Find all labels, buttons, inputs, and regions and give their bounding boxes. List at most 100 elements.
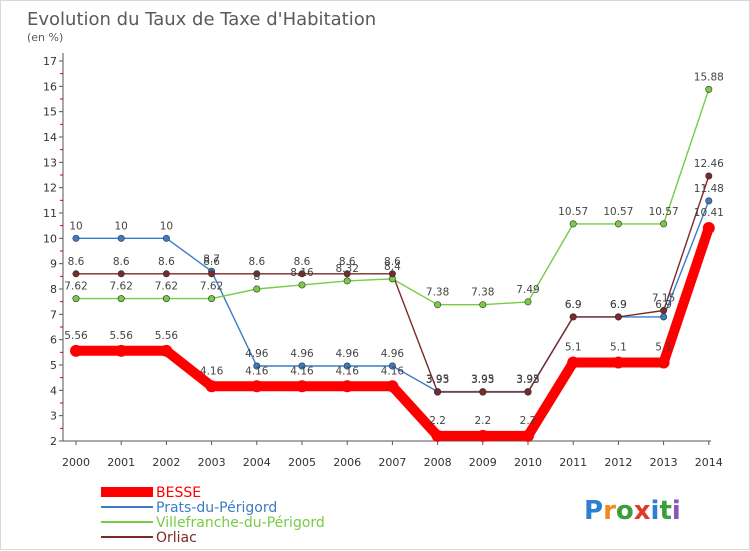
y-tick-label: 12 [43,182,57,195]
data-label: 3.93 [471,374,494,386]
proxiti-logo: Proxiti [584,496,681,526]
data-point [569,313,577,321]
logo-letter: r [603,496,616,526]
data-label: 7.15 [652,293,675,305]
data-point [250,380,263,393]
data-point [434,301,442,309]
data-point [117,295,125,303]
x-tick-label: 2007 [378,456,406,469]
data-label: 5.56 [110,330,134,342]
data-label: 5.1 [655,341,672,353]
y-tick-label: 13 [43,156,57,169]
data-point [705,85,713,93]
data-label: 4.96 [336,348,360,360]
data-label: 4.16 [200,365,224,377]
y-tick-label: 16 [43,80,57,93]
data-label: 3.93 [516,374,539,386]
data-label: 7.62 [200,281,223,293]
data-label: 8.32 [336,263,359,275]
data-point [253,270,261,278]
data-label: 6.9 [655,299,672,311]
data-point [70,344,82,357]
data-label: 8 [253,271,260,283]
data-point [253,362,261,370]
data-point [569,220,577,228]
data-label: 4.96 [245,348,269,360]
x-tick-label: 2014 [695,456,723,469]
chart-title: Evolution du Taux de Taxe d'Habitation [27,9,376,30]
data-label: 8.6 [203,256,220,268]
data-label: 6.9 [565,299,582,311]
y-axis-ticks: 2 3 4 5 6 7 8 9 10 11 12 13 14 15 16 17 [43,55,63,448]
data-point [434,388,442,396]
data-label: 7.62 [110,281,133,293]
y-tick-label: 5 [50,359,57,372]
logo-letter: i [651,496,660,526]
data-label: 2.2 [520,415,537,427]
x-tick-label: 2006 [333,456,361,469]
data-point [343,270,351,278]
data-point [160,344,173,357]
x-tick-label: 2003 [198,456,226,469]
data-label: 5.1 [565,341,582,353]
data-label: 5.56 [155,330,179,342]
data-label: 6.9 [610,299,627,311]
data-label: 4.16 [290,365,314,377]
x-tick-label: 2000 [62,456,90,469]
data-point [117,270,125,278]
data-label: 7.49 [516,284,539,296]
data-point [298,270,306,278]
data-point [476,429,489,442]
data-label: 6.9 [610,299,627,311]
data-point [524,388,532,396]
data-label: 8.6 [294,256,311,268]
data-point [657,356,670,369]
data-point [298,362,306,370]
data-label: 10.57 [649,206,679,218]
data-label: 12.46 [694,158,724,170]
data-point [341,380,354,393]
data-point [162,270,170,278]
data-label: 8.6 [339,256,356,268]
data-label: 10.41 [694,207,724,219]
legend-label: BESSE [156,485,201,501]
x-tick-label: 2010 [514,456,542,469]
data-point [614,313,622,321]
data-label: 10 [160,220,173,232]
x-tick-label: 2012 [604,456,632,469]
data-point [72,295,80,303]
data-label: 11.48 [694,183,724,195]
data-label: 7.38 [426,287,449,299]
data-point [72,234,80,242]
data-label: 10 [69,220,82,232]
data-point [208,270,216,278]
x-tick-label: 2013 [650,456,678,469]
y-tick-label: 15 [43,106,57,119]
data-point [386,380,399,393]
data-label: 8.6 [68,256,85,268]
data-label: 2.2 [429,415,446,427]
data-label: 15.88 [694,71,724,83]
x-tick-label: 2008 [424,456,452,469]
legend-label: Prats-du-Périgord [156,500,277,516]
chart-unit-label: (en %) [27,31,63,44]
data-label: 4.96 [381,348,405,360]
y-tick-label: 3 [50,410,57,423]
data-point [479,388,487,396]
y-tick-label: 6 [50,334,57,347]
axes [62,53,711,442]
data-point [567,356,580,369]
data-point [612,356,625,369]
logo-letter: P [584,496,603,526]
data-point [205,380,218,393]
data-label: 10.57 [603,206,633,218]
y-tick-label: 9 [50,258,57,271]
data-point [388,362,396,370]
data-label: 10 [115,220,128,232]
data-label: 8.6 [113,256,130,268]
data-label: 8.6 [384,256,401,268]
data-point [343,277,351,285]
data-label: 3.95 [426,374,449,386]
